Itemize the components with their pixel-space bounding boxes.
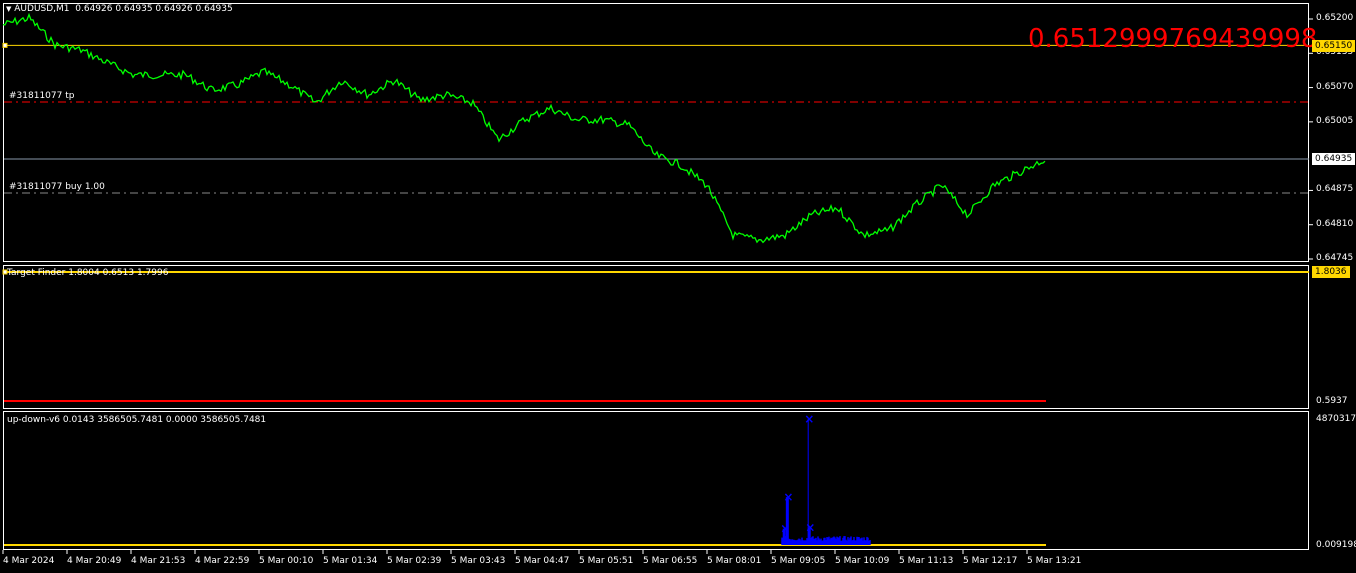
up-down-marker: × xyxy=(780,522,790,536)
line-handle xyxy=(2,269,8,275)
bid-price-tag: 0.64935 xyxy=(1312,153,1356,165)
target-finder-panel[interactable] xyxy=(3,265,1309,409)
price-tick: 0.64875 xyxy=(1316,184,1354,195)
time-tick: 4 Mar 20:49 xyxy=(67,556,122,566)
price-tick: 0.65005 xyxy=(1316,115,1354,126)
target-finder-tag: 1.8036 xyxy=(1312,266,1350,278)
time-tick: 5 Mar 12:17 xyxy=(963,556,1018,566)
price-tick: 0.65200 xyxy=(1316,13,1354,23)
hline-price-tag: 0.65150 xyxy=(1312,40,1356,52)
time-tick: 5 Mar 09:05 xyxy=(771,556,826,566)
price-line xyxy=(2,12,1046,244)
up-down-bottom-tick: 0.0091988 xyxy=(1316,540,1356,550)
time-tick: 5 Mar 11:13 xyxy=(899,556,954,566)
up-down-top-tick: 48703175 xyxy=(1316,414,1356,424)
up-down-panel[interactable] xyxy=(3,411,1309,550)
tp-label: #31811077 tp xyxy=(9,91,75,101)
line-handle xyxy=(2,42,8,48)
time-tick: 5 Mar 06:55 xyxy=(643,556,698,566)
up-down-marker: × xyxy=(805,520,815,534)
time-tick: 4 Mar 2024 xyxy=(3,556,55,566)
time-tick: 4 Mar 22:59 xyxy=(195,556,250,566)
price-tick: 0.65135 xyxy=(1316,47,1354,58)
time-tick: 5 Mar 04:47 xyxy=(515,556,570,566)
target-finder-bottom-tick: 0.5937 xyxy=(1316,396,1348,406)
price-tick: 0.65070 xyxy=(1316,81,1354,92)
main-price-chart[interactable] xyxy=(3,3,1309,262)
up-down-label: up-down-v6 0.0143 3586505.7481 0.0000 35… xyxy=(7,415,267,425)
price-annotation: 0.6512999769439998 xyxy=(1028,24,1318,54)
symbol-label: AUDUSD,M1 xyxy=(14,4,70,14)
time-tick: 5 Mar 03:43 xyxy=(451,556,506,566)
buy-label: #31811077 buy 1.00 xyxy=(9,182,105,192)
up-down-marker: × xyxy=(783,490,793,504)
time-tick: 4 Mar 21:53 xyxy=(131,556,186,566)
price-tick: 0.64810 xyxy=(1316,218,1354,229)
target-finder-label: Target Finder 1.8004 0.6513 1.7996 xyxy=(7,268,169,278)
time-tick: 5 Mar 05:51 xyxy=(579,556,634,566)
time-tick: 5 Mar 01:34 xyxy=(323,556,378,566)
up-down-marker: × xyxy=(804,412,814,426)
time-tick: 5 Mar 13:21 xyxy=(1027,556,1082,566)
ohlc-values: 0.64926 0.64935 0.64926 0.64935 xyxy=(75,4,233,14)
time-tick: 5 Mar 02:39 xyxy=(387,556,442,566)
time-tick: 5 Mar 10:09 xyxy=(835,556,890,566)
triangle-down-icon[interactable]: ▼ xyxy=(6,5,12,13)
time-tick: 5 Mar 00:10 xyxy=(259,556,314,566)
chart-header[interactable]: ▼ AUDUSD,M1 0.64926 0.64935 0.64926 0.64… xyxy=(6,4,233,14)
time-tick: 5 Mar 08:01 xyxy=(707,556,762,566)
price-tick: 0.64745 xyxy=(1316,253,1354,263)
